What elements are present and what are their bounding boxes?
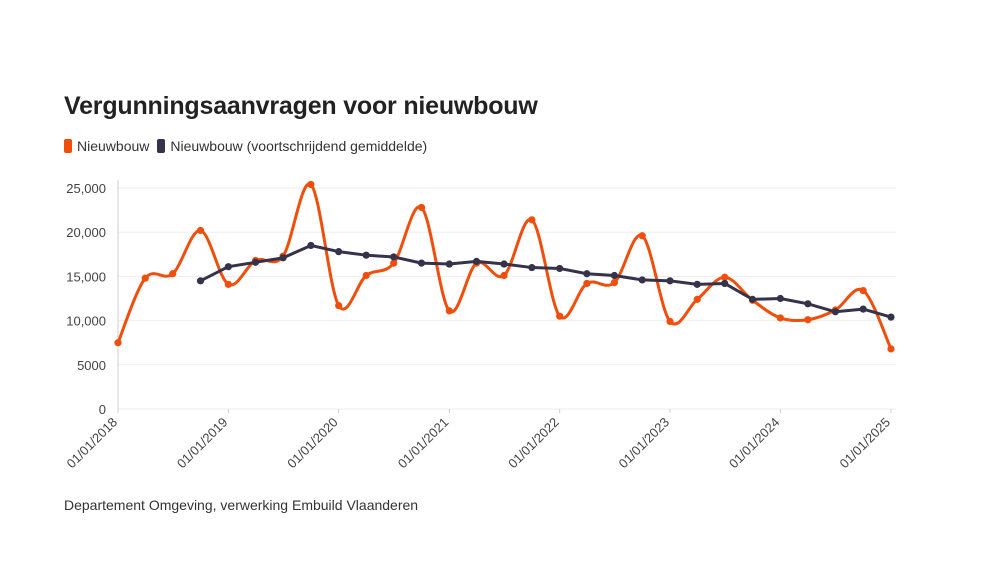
y-tick-label: 10,000 [66, 314, 106, 329]
data-point-moving-average [831, 308, 839, 316]
legend-item-nieuwbouw[interactable]: Nieuwbouw [64, 138, 149, 154]
data-point-nieuwbouw [445, 307, 453, 315]
data-point-nieuwbouw [721, 273, 729, 281]
data-point-moving-average [693, 280, 701, 288]
x-tick-label: 01/01/2021 [395, 415, 452, 472]
data-point-nieuwbouw [887, 345, 895, 353]
data-point-moving-average [556, 264, 564, 273]
data-point-nieuwbouw [638, 232, 646, 240]
data-point-nieuwbouw [804, 316, 812, 324]
x-tick-label: 01/01/2023 [616, 415, 673, 472]
data-point-nieuwbouw [307, 180, 315, 189]
data-point-moving-average [583, 270, 591, 278]
data-point-nieuwbouw [500, 271, 508, 280]
x-tick-label: 01/01/2018 [63, 415, 120, 472]
data-point-moving-average [251, 258, 260, 266]
data-point-moving-average [528, 263, 536, 272]
data-point-nieuwbouw [335, 301, 343, 310]
legend-label-moving-average: Nieuwbouw (voortschrijdend gemiddelde) [170, 138, 428, 154]
data-point-moving-average [335, 248, 343, 256]
series-line-moving-average [199, 243, 893, 319]
data-point-moving-average [859, 305, 867, 313]
legend-swatch-moving-average [157, 139, 166, 153]
legend-label-nieuwbouw: Nieuwbouw [77, 138, 150, 154]
data-point-moving-average [721, 279, 729, 288]
data-point-moving-average [887, 313, 895, 321]
y-tick-label: 15,000 [66, 269, 106, 284]
y-tick-label: 20,000 [66, 225, 106, 240]
data-point-nieuwbouw [417, 203, 426, 212]
data-point-moving-average [362, 251, 370, 259]
data-point-moving-average [279, 254, 287, 262]
data-point-nieuwbouw [114, 339, 122, 347]
data-point-nieuwbouw [776, 314, 784, 322]
legend-item-moving-average[interactable]: Nieuwbouw (voortschrijdend gemiddelde) [157, 138, 427, 154]
data-point-nieuwbouw [362, 271, 370, 280]
data-point-moving-average [196, 277, 205, 285]
data-point-nieuwbouw [141, 274, 149, 282]
data-point-nieuwbouw [556, 312, 564, 320]
y-tick-label: 5000 [77, 358, 106, 373]
data-point-nieuwbouw [169, 270, 177, 278]
data-point-nieuwbouw [693, 295, 701, 303]
data-point-moving-average [638, 276, 646, 284]
data-point-nieuwbouw [528, 216, 536, 224]
data-point-nieuwbouw [859, 286, 867, 295]
data-point-nieuwbouw [224, 280, 232, 288]
data-point-moving-average [307, 241, 315, 250]
data-point-moving-average [500, 260, 508, 268]
chart-title: Vergunningsaanvragen voor nieuwbouw [64, 92, 538, 120]
data-point-moving-average [776, 294, 784, 303]
y-tick-label: 25,000 [66, 181, 106, 196]
data-point-nieuwbouw [610, 278, 618, 287]
data-point-moving-average [417, 259, 426, 267]
x-tick-label: 01/01/2024 [726, 415, 783, 472]
data-point-moving-average [472, 257, 481, 265]
data-point-nieuwbouw [196, 226, 205, 235]
source-note: Departement Omgeving, verwerking Embuild… [64, 497, 419, 513]
data-point-moving-average [610, 271, 618, 280]
x-tick-label: 01/01/2022 [505, 415, 562, 472]
data-point-moving-average [224, 263, 232, 271]
data-point-moving-average [748, 295, 757, 303]
x-tick-label: 01/01/2020 [284, 415, 341, 472]
y-tick-label: 0 [99, 402, 106, 417]
legend-swatch-nieuwbouw [64, 139, 72, 153]
data-point-moving-average [445, 260, 453, 268]
x-tick-label: 01/01/2025 [836, 415, 893, 472]
x-tick-label: 01/01/2019 [174, 415, 231, 472]
data-point-moving-average [390, 253, 398, 261]
data-point-nieuwbouw [666, 317, 674, 326]
chart-legend: Nieuwbouw Nieuwbouw (voortschrijdend gem… [64, 138, 429, 154]
data-point-moving-average [666, 277, 674, 285]
data-point-nieuwbouw [390, 259, 398, 267]
data-point-nieuwbouw [583, 279, 591, 288]
data-point-moving-average [804, 300, 812, 308]
